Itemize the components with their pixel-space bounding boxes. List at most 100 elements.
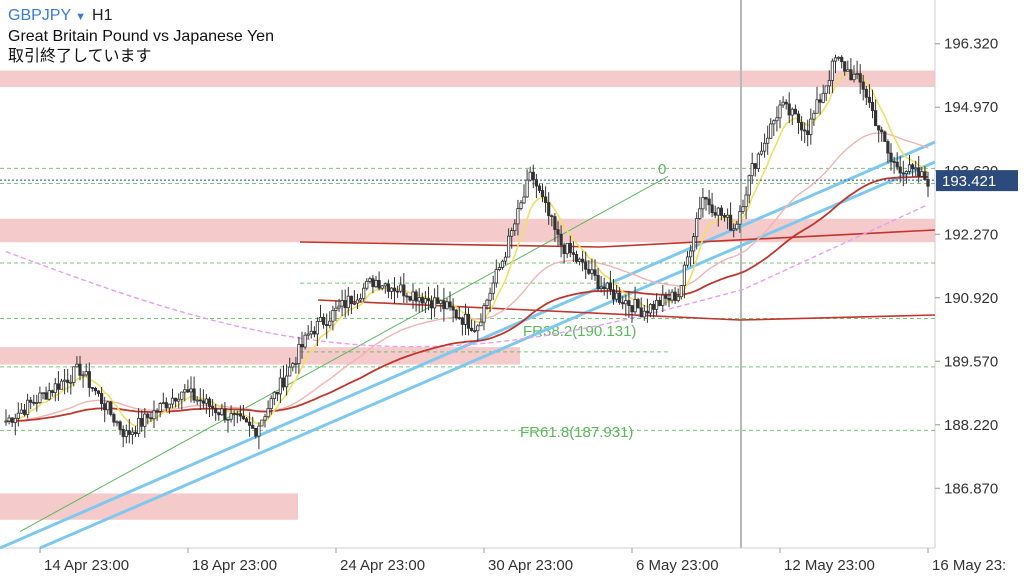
candle xyxy=(136,417,141,434)
candle xyxy=(571,252,576,255)
chevron-down-icon[interactable]: ▼ xyxy=(75,11,87,23)
candle xyxy=(140,417,144,427)
candle xyxy=(685,256,690,266)
time-tick-label: 30 Apr 23:00 xyxy=(488,557,573,574)
candle xyxy=(44,392,48,400)
candle xyxy=(395,290,400,293)
candle xyxy=(627,300,631,307)
candle xyxy=(81,374,85,377)
candle xyxy=(463,313,468,325)
candle xyxy=(547,202,551,217)
candle xyxy=(53,383,57,393)
candle xyxy=(457,317,461,320)
candle xyxy=(605,282,609,290)
candle xyxy=(923,171,927,180)
trend-line-lower xyxy=(317,299,936,321)
symbol-selector[interactable]: GBPJPY xyxy=(8,7,72,24)
candle xyxy=(29,399,33,403)
candle xyxy=(772,120,776,125)
candle xyxy=(22,409,27,415)
candle xyxy=(115,421,119,424)
ma-fast xyxy=(5,73,929,428)
candle xyxy=(852,73,856,81)
candle xyxy=(874,110,878,127)
candle xyxy=(611,289,616,300)
candle xyxy=(78,363,82,376)
candle xyxy=(593,269,597,276)
candle xyxy=(506,235,511,258)
candle xyxy=(238,413,242,417)
price-tick-label: 194.970 xyxy=(944,99,998,116)
market-status: 取引終了しています xyxy=(8,48,152,65)
candle xyxy=(127,430,131,435)
candle xyxy=(306,333,310,336)
candle xyxy=(300,343,304,348)
candle xyxy=(747,175,751,196)
candle xyxy=(10,417,14,423)
time-tick-label: 16 May 23: xyxy=(932,557,1006,574)
candle xyxy=(722,215,727,218)
candle xyxy=(528,171,532,181)
candle xyxy=(349,295,354,305)
candle xyxy=(667,297,671,301)
price-tick-label: 190.920 xyxy=(944,290,998,307)
candle xyxy=(220,408,224,416)
candle xyxy=(510,230,514,237)
candle xyxy=(818,99,822,103)
candle xyxy=(288,366,292,377)
candle xyxy=(707,198,711,206)
candle xyxy=(466,313,471,329)
candle xyxy=(479,321,483,327)
candle xyxy=(103,403,107,411)
channel-lower-line xyxy=(39,160,936,550)
candle xyxy=(608,282,613,291)
current-price-label: 193.421 xyxy=(942,173,996,190)
candle xyxy=(534,179,539,187)
candle xyxy=(411,291,415,301)
candle xyxy=(130,431,134,436)
candle xyxy=(735,223,739,230)
candle xyxy=(695,218,699,238)
candle xyxy=(744,194,748,208)
candle xyxy=(392,287,397,292)
candle xyxy=(824,85,828,94)
candle xyxy=(241,415,245,420)
candle xyxy=(692,236,696,252)
candle xyxy=(90,387,94,389)
candle xyxy=(920,171,924,177)
candle xyxy=(815,99,819,114)
candle xyxy=(358,298,363,301)
timeframe-label[interactable]: H1 xyxy=(92,7,113,24)
instrument-description: Great Britain Pound vs Japanese Yen xyxy=(8,28,274,45)
candle xyxy=(793,108,798,115)
candle xyxy=(670,291,674,301)
candle xyxy=(581,258,585,263)
candle xyxy=(164,402,168,409)
candle xyxy=(59,380,64,390)
candle xyxy=(491,282,495,294)
candle xyxy=(312,330,317,335)
candle xyxy=(294,363,298,365)
candle xyxy=(602,286,606,290)
candle xyxy=(352,302,357,305)
candle xyxy=(914,167,918,170)
candle xyxy=(214,407,218,414)
candle xyxy=(806,130,810,136)
candle xyxy=(291,363,295,368)
candle xyxy=(321,316,326,325)
candle xyxy=(476,325,480,332)
candle xyxy=(343,300,347,309)
candle xyxy=(796,113,801,123)
candle xyxy=(158,403,162,412)
candle xyxy=(380,285,384,289)
candle xyxy=(562,244,566,255)
candle xyxy=(846,69,850,72)
candle xyxy=(648,303,653,314)
candle xyxy=(732,228,736,231)
candle xyxy=(35,402,39,405)
candle xyxy=(143,413,147,427)
candle xyxy=(217,412,221,416)
fib-label-618: FR61.8(187.931) xyxy=(520,424,633,441)
chart-header: GBPJPY ▼ H1 Great Britain Pound vs Japanes… xyxy=(8,6,274,67)
